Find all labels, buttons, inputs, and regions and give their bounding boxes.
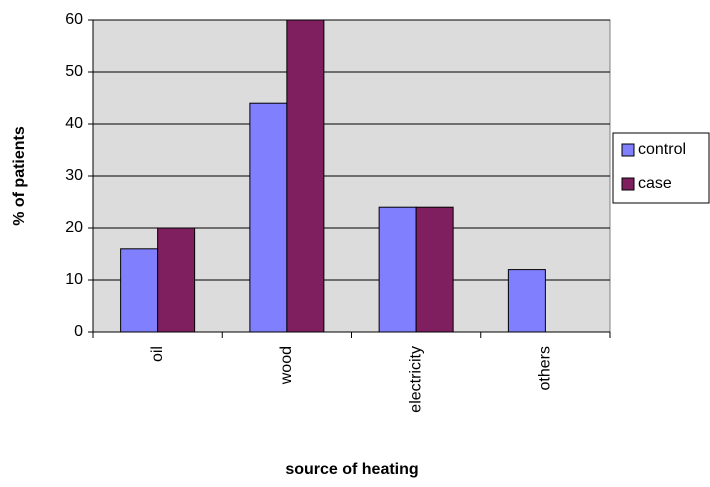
y-tick-label: 10	[65, 271, 83, 288]
bar	[286, 19, 325, 333]
x-tick-label: others	[537, 346, 554, 390]
y-tick-label: 40	[65, 115, 83, 132]
x-tick-label: electricity	[407, 346, 424, 413]
x-tick-label: oil	[149, 346, 166, 362]
legend-label: case	[638, 175, 672, 192]
y-tick-label: 60	[65, 11, 83, 28]
bar	[378, 206, 417, 333]
bar	[157, 227, 196, 333]
bar	[415, 206, 454, 333]
y-tick-label: 0	[74, 323, 83, 340]
y-axis-label: % of patients	[11, 126, 28, 226]
bar	[249, 102, 288, 333]
legend-label: control	[638, 141, 686, 158]
y-tick-label: 20	[65, 219, 83, 236]
legend-swatch	[621, 143, 635, 157]
y-tick-label: 30	[65, 167, 83, 184]
bar	[507, 269, 546, 333]
legend-swatch	[621, 177, 635, 191]
x-tick-label: wood	[278, 346, 295, 385]
x-axis-label: source of heating	[285, 461, 418, 478]
y-tick-label: 50	[65, 63, 83, 80]
bar	[120, 248, 159, 333]
